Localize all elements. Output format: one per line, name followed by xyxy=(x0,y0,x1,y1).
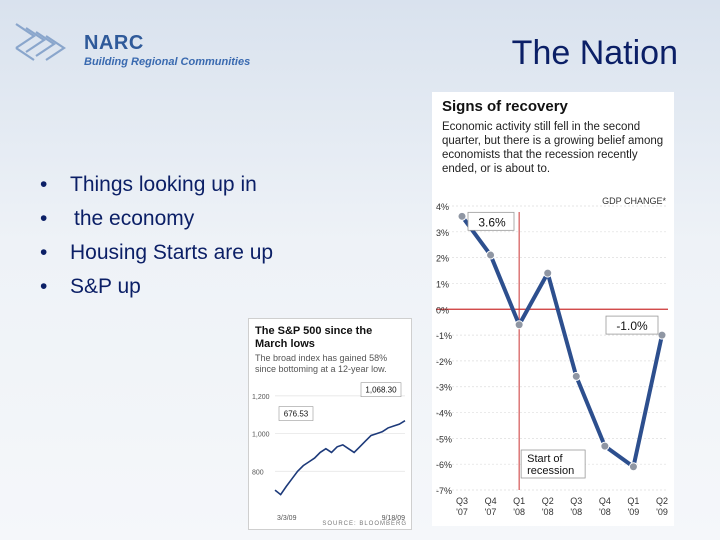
sp500-series-line xyxy=(274,420,406,496)
x-tick-label: '07 xyxy=(485,507,497,517)
y-tick-label: -6% xyxy=(436,460,452,470)
x-tick-label: Q3 xyxy=(456,496,468,506)
gdp-point xyxy=(486,250,496,260)
y-tick-label: -5% xyxy=(436,434,452,444)
annotation-label: Start of xyxy=(527,453,563,465)
x-tick-label: 9/18/09 xyxy=(382,515,405,522)
y-tick-label: -3% xyxy=(436,383,452,393)
gdp-point xyxy=(571,371,581,381)
narc-logo-icon xyxy=(15,23,66,61)
y-tick-label: 800 xyxy=(252,469,264,476)
gdp-point xyxy=(543,268,553,278)
x-tick-label: Q4 xyxy=(599,496,611,506)
gdp-chart-subtitle: Economic activity still fell in the seco… xyxy=(442,121,664,175)
x-tick-label: Q1 xyxy=(513,496,525,506)
annotation-label: -1.0% xyxy=(616,319,648,333)
y-tick-label: 3% xyxy=(436,228,449,238)
gdp-chart: Signs of recovery Economic activity stil… xyxy=(432,92,674,526)
x-tick-label: Q4 xyxy=(485,496,497,506)
sp500-chart-source: SOURCE: BLOOMBERG xyxy=(322,521,407,527)
gdp-series-line xyxy=(460,215,664,469)
gdp-point xyxy=(657,330,667,340)
x-tick-label: '07 xyxy=(456,507,468,517)
x-tick-label: Q1 xyxy=(627,496,639,506)
bullet-item: S&P up xyxy=(40,270,273,304)
y-tick-label: 1% xyxy=(436,279,449,289)
y-tick-label: 1,000 xyxy=(252,432,270,439)
sp500-chart-subtitle: The broad index has gained 58% since bot… xyxy=(255,353,388,374)
sp500-chart-title: The S&P 500 since the March lows xyxy=(255,325,373,350)
gdp-point xyxy=(600,441,610,451)
annotation-box xyxy=(605,315,659,335)
gdp-point xyxy=(514,320,524,330)
sp500-chart-plot: 1,200 1,000 800 3/3/09 9/18/09 676.53 1,068.30 xyxy=(252,382,406,522)
y-tick-label: -2% xyxy=(436,357,452,367)
y-tick-label: -7% xyxy=(436,486,452,496)
x-tick-label: '09 xyxy=(656,507,668,517)
annotation-box xyxy=(278,406,314,421)
bullet-text: S&P up xyxy=(70,275,141,298)
annotation-box xyxy=(520,449,586,479)
x-tick-label: '08 xyxy=(599,507,611,517)
bullet-text: the economy xyxy=(74,207,195,230)
y-tick-label: 1,200 xyxy=(252,394,270,401)
y-tick-label: -1% xyxy=(436,331,452,341)
bullet-text: Things looking up in xyxy=(70,173,257,196)
annotation-label: 676.53 xyxy=(284,410,309,419)
annotation-label: recession xyxy=(527,465,574,477)
y-tick-label: 4% xyxy=(436,202,449,212)
y-tick-label: -4% xyxy=(436,409,452,419)
bullet-continuation: the economy xyxy=(40,202,273,236)
annotation-box xyxy=(360,382,402,397)
bullet-list: Things looking up in the economy Housing… xyxy=(40,168,273,304)
bullet-text: Housing Starts are up xyxy=(70,241,274,264)
slide-title: The Nation xyxy=(511,34,678,72)
gdp-point xyxy=(628,462,638,472)
annotation-label: 3.6% xyxy=(478,215,506,229)
x-tick-label: '08 xyxy=(513,507,525,517)
brand-tagline: Building Regional Communities xyxy=(84,56,251,68)
x-tick-label: Q3 xyxy=(570,496,582,506)
gdp-chart-title: Signs of recovery xyxy=(442,98,568,115)
brand-name: NARC xyxy=(84,32,144,54)
y-tick-label: 0% xyxy=(436,305,449,315)
x-tick-label: 3/3/09 xyxy=(277,515,297,522)
gdp-chart-ylabel: GDP CHANGE* xyxy=(602,196,666,206)
gdp-point xyxy=(457,211,467,221)
narc-logo: NARC Building Regional Communities xyxy=(12,18,262,70)
gdp-chart-plot: 4%3%2%1%0%-1%-2%-3%-4%-5%-6%-7%Q3'07Q4'0… xyxy=(436,202,668,517)
x-tick-label: '08 xyxy=(542,507,554,517)
y-tick-label: 2% xyxy=(436,254,449,264)
annotation-label: 1,068.30 xyxy=(365,386,397,395)
sp500-chart: The S&P 500 since the March lows The bro… xyxy=(248,318,412,530)
bullet-item: Things looking up in xyxy=(40,168,273,202)
x-tick-label: '09 xyxy=(628,507,640,517)
bullet-item: Housing Starts are up xyxy=(40,236,273,270)
x-tick-label: Q2 xyxy=(542,496,554,506)
x-tick-label: Q2 xyxy=(656,496,668,506)
annotation-box xyxy=(467,211,515,231)
x-tick-label: '08 xyxy=(570,507,582,517)
